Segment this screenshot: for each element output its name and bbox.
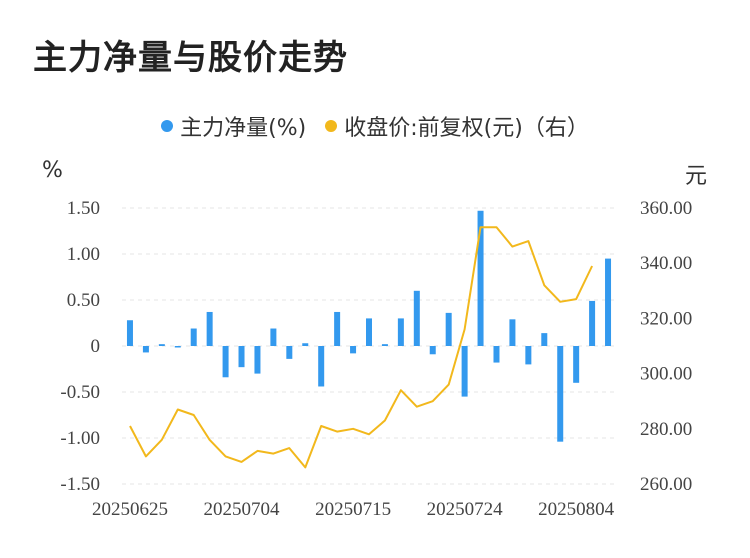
bar bbox=[174, 346, 181, 348]
bar bbox=[334, 311, 341, 346]
right-tick-label: 320.00 bbox=[640, 308, 692, 329]
bar bbox=[413, 290, 420, 346]
bar bbox=[541, 333, 548, 346]
bar bbox=[573, 346, 580, 383]
left-tick-label: 0 bbox=[91, 336, 101, 357]
left-tick-label: -0.50 bbox=[60, 382, 100, 403]
bar bbox=[397, 318, 404, 346]
right-tick-label: 260.00 bbox=[640, 474, 692, 495]
bar bbox=[605, 258, 612, 346]
x-tick-label: 20250625 bbox=[92, 499, 168, 520]
left-tick-label: -1.00 bbox=[60, 428, 100, 449]
legend-label-net-volume: 主力净量(%) bbox=[180, 116, 307, 141]
x-tick-label: 20250715 bbox=[315, 499, 391, 520]
price-line bbox=[129, 226, 594, 469]
bar bbox=[302, 343, 309, 346]
bar bbox=[350, 346, 357, 354]
bar bbox=[190, 328, 197, 346]
legend-item-close-price[interactable]: 收盘价:前复权(元)（右） bbox=[325, 110, 589, 142]
right-tick-label: 300.00 bbox=[640, 364, 692, 385]
bar bbox=[366, 318, 372, 346]
x-tick-label: 20250724 bbox=[427, 499, 504, 520]
legend-bar-marker-icon bbox=[161, 120, 174, 132]
left-tick-label: -1.50 bbox=[60, 474, 100, 495]
bar bbox=[286, 346, 293, 359]
right-tick-label: 360.00 bbox=[640, 198, 692, 219]
legend-line-marker-icon bbox=[325, 120, 338, 132]
legend-item-net-volume[interactable]: 主力净量(%) bbox=[161, 110, 306, 142]
bar bbox=[142, 346, 149, 353]
bar bbox=[270, 328, 277, 346]
bar bbox=[429, 346, 436, 355]
bar bbox=[158, 344, 165, 346]
bar bbox=[206, 311, 213, 346]
bar bbox=[238, 346, 245, 368]
bar bbox=[493, 346, 500, 363]
bar bbox=[381, 344, 388, 346]
legend: 主力净量(%) 收盘价:前复权(元)（右） bbox=[0, 110, 750, 142]
bar bbox=[318, 346, 325, 387]
x-tick-label: 20250804 bbox=[538, 499, 615, 520]
left-tick-label: 0.50 bbox=[67, 290, 100, 311]
left-axis-unit: % bbox=[42, 158, 63, 183]
right-axis-unit: 元 bbox=[685, 164, 708, 189]
bar bbox=[445, 312, 452, 346]
right-tick-label: 340.00 bbox=[640, 253, 692, 274]
left-tick-label: 1.50 bbox=[67, 198, 100, 219]
bar bbox=[589, 300, 596, 346]
right-tick-label: 280.00 bbox=[640, 419, 692, 440]
bar bbox=[222, 346, 229, 378]
bar bbox=[477, 210, 484, 346]
bar bbox=[126, 320, 133, 346]
bar bbox=[557, 346, 564, 442]
bar bbox=[254, 346, 261, 374]
bar bbox=[461, 346, 468, 397]
bar bbox=[525, 346, 532, 365]
legend-label-close-price: 收盘价:前复权(元)（右） bbox=[344, 116, 589, 141]
x-tick-label: 20250704 bbox=[204, 499, 281, 520]
chart-title: 主力净量与股价走势 bbox=[33, 38, 348, 78]
left-tick-label: 1.00 bbox=[67, 244, 100, 265]
bar bbox=[509, 319, 516, 346]
